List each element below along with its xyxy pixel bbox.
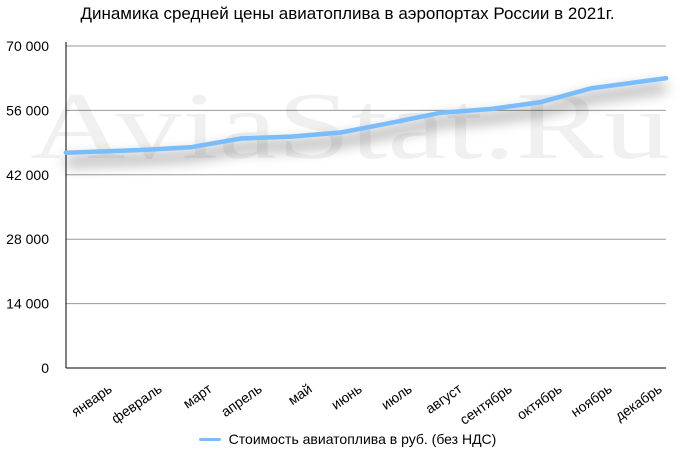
x-tick-label: июнь [328,380,365,412]
data-point [538,99,544,105]
x-tick-label: март [180,380,215,411]
y-tick-label: 28 000 [6,231,49,247]
x-tick-label: август [422,380,465,417]
legend-swatch [198,437,221,441]
x-tick-label: июль [378,380,415,412]
data-point [663,76,669,81]
series-line-shadow [65,84,667,165]
chart-title: Динамика средней цены авиатоплива в аэро… [80,4,615,23]
x-tick-label: декабрь [612,380,665,424]
y-tick-label: 42 000 [6,167,49,183]
data-point [588,86,594,91]
data-point [388,120,394,126]
data-point [238,136,244,141]
y-tick-label: 56 000 [6,102,49,118]
series-line [63,75,669,155]
data-point [488,106,494,112]
y-tick-label: 14 000 [6,296,49,312]
x-tick-label: апрель [218,380,265,419]
watermark-logo: AviaStat.Ru [30,72,670,179]
data-point [338,130,344,135]
legend-label: Стоимость авиатоплива в руб. (без НДС) [228,431,497,447]
y-tick-label: 0 [41,360,49,376]
data-point [63,150,69,155]
chart-legend: Стоимость авиатоплива в руб. (без НДС) [0,431,695,447]
x-tick-label: ноябрь [568,380,615,420]
data-point [288,134,294,139]
x-tick-label: сентябрь [457,380,515,427]
data-point [188,145,194,150]
x-tick-label: октябрь [514,380,565,422]
y-tick-label: 70 000 [6,38,49,54]
data-point [438,110,444,115]
x-tick-label: февраль [108,380,165,426]
x-tick-label: май [285,380,315,408]
data-point [138,147,144,153]
